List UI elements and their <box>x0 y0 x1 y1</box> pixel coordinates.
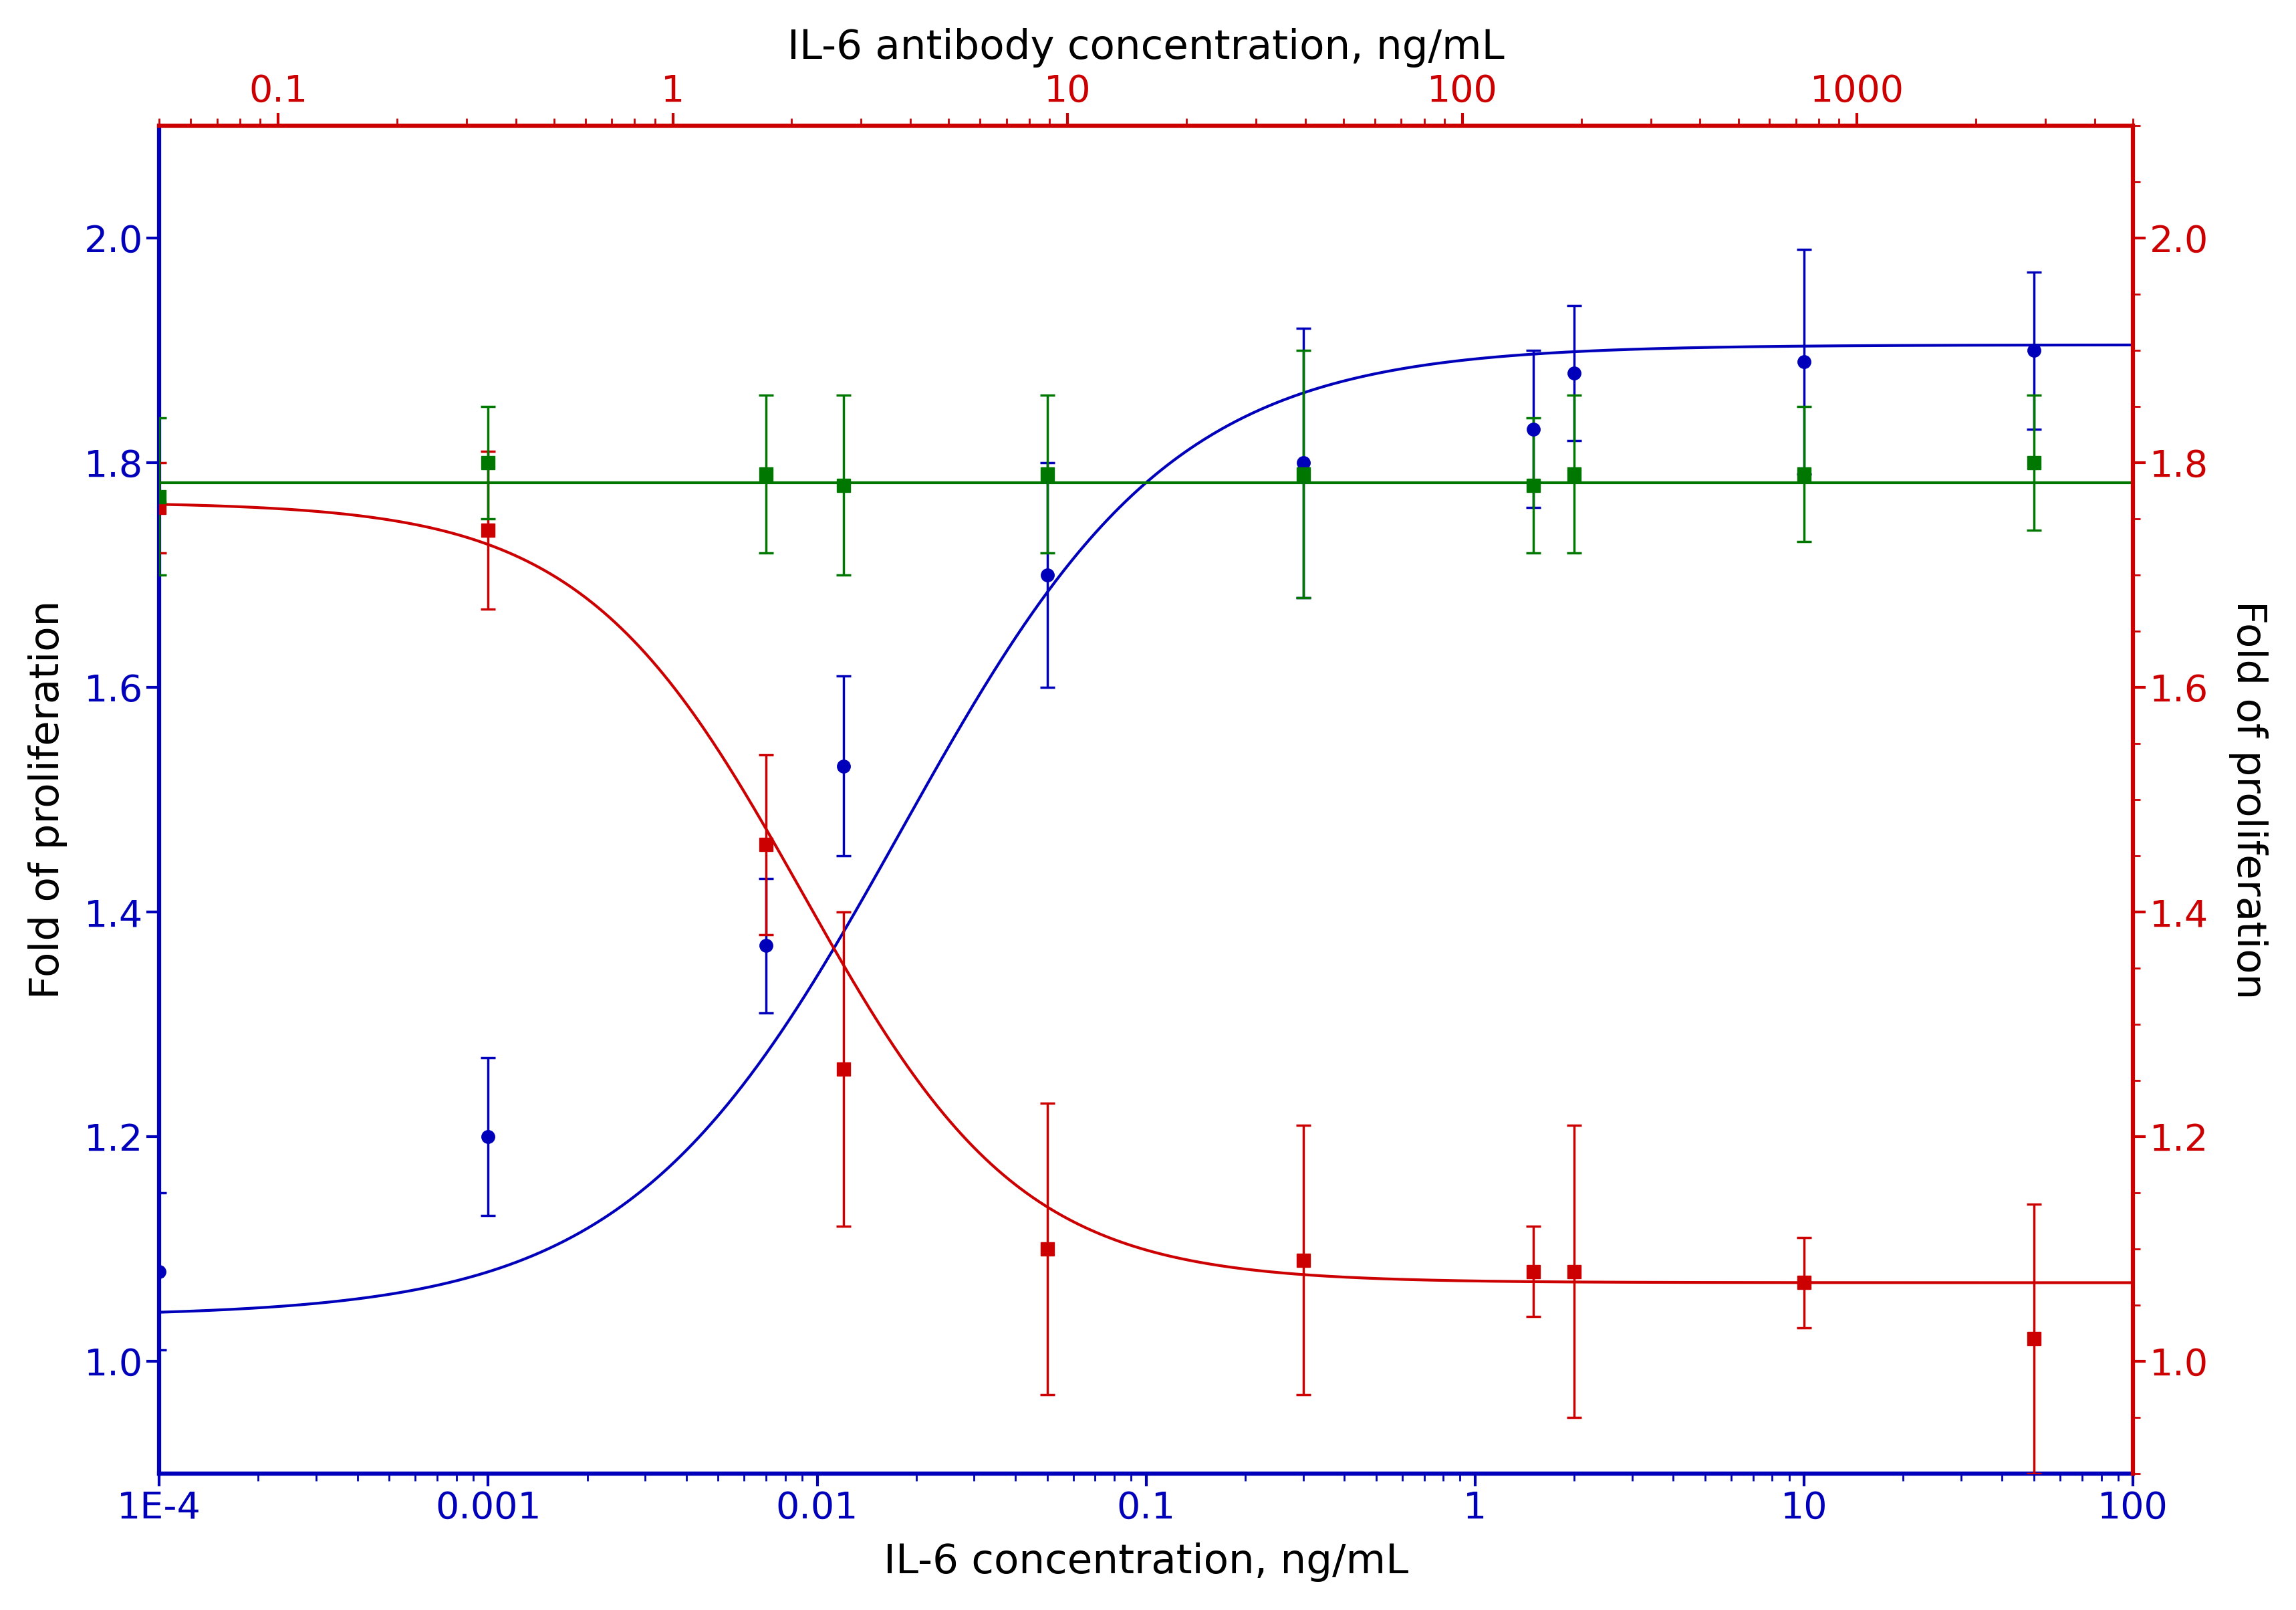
X-axis label: IL-6 antibody concentration, ng/mL: IL-6 antibody concentration, ng/mL <box>788 27 1504 68</box>
Y-axis label: Fold of proliferation: Fold of proliferation <box>2229 601 2268 1000</box>
X-axis label: IL-6 concentration, ng/mL: IL-6 concentration, ng/mL <box>884 1542 1407 1583</box>
Y-axis label: Fold of proliferation: Fold of proliferation <box>28 601 67 1000</box>
